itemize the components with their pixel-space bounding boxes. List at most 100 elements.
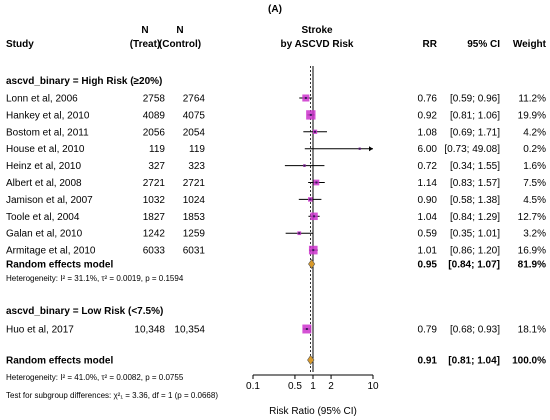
- study-label: Galan et al, 2010: [6, 229, 83, 240]
- summary-label: Random effects model: [6, 260, 113, 271]
- ci-value: [0.58; 1.38]: [450, 195, 500, 206]
- study-label: Albert et al, 2008: [6, 178, 82, 189]
- study-point: [298, 232, 301, 235]
- weight-value: 1.6%: [523, 161, 546, 172]
- n-treat-value: 2056: [143, 127, 166, 138]
- weight-value: 16.9%: [518, 246, 546, 257]
- rr-value: 0.79: [418, 325, 438, 336]
- ci-value: [0.81; 1.06]: [450, 110, 500, 121]
- summary-ci: [0.81; 1.04]: [448, 356, 500, 367]
- ci-value: [0.69; 1.71]: [450, 127, 500, 138]
- subgroup-test: Test for subgroup differences: χ²₁ = 3.3…: [6, 391, 218, 400]
- n-treat-value: 327: [148, 161, 165, 172]
- header-rr: RR: [423, 39, 438, 50]
- header-plot-title: Stroke: [301, 25, 333, 36]
- n-treat-value: 1827: [143, 212, 166, 223]
- study-point: [315, 181, 318, 184]
- weight-value: 0.2%: [523, 144, 546, 155]
- study-point: [304, 97, 307, 99]
- panel-label: (A): [268, 4, 282, 15]
- header-n-treat: N: [141, 25, 148, 36]
- ci-value: [0.59; 0.96]: [450, 94, 500, 105]
- ci-value: [0.34; 1.55]: [450, 161, 500, 172]
- n-treat-value: 4089: [143, 110, 166, 121]
- n-control-value: 119: [189, 144, 205, 155]
- header-weight: Weight: [513, 39, 547, 50]
- study-label: Toole et al, 2004: [6, 212, 80, 223]
- summary-label: Random effects model: [6, 356, 113, 367]
- study-point: [314, 130, 317, 133]
- study-label: Hankey et al, 2010: [6, 110, 90, 121]
- summary-diamond: [307, 354, 315, 366]
- ci-value: [0.86; 1.20]: [450, 246, 500, 257]
- weight-value: 4.2%: [523, 127, 546, 138]
- rr-value: 0.92: [418, 110, 438, 121]
- header-study: Study: [6, 39, 34, 50]
- x-axis-tick-label: 0.1: [246, 381, 260, 392]
- rr-value: 1.14: [418, 178, 438, 189]
- header-n-control: N: [176, 25, 183, 36]
- header-control: (Control): [159, 39, 201, 50]
- n-treat-value: 1242: [143, 229, 166, 240]
- rr-value: 6.00: [418, 144, 438, 155]
- subgroup-label-high-risk: ascvd_binary = High Risk (≥20%): [6, 76, 162, 87]
- header-ci: 95% CI: [467, 39, 500, 50]
- n-control-value: 2054: [183, 127, 206, 138]
- summary-ci: [0.84; 1.07]: [448, 260, 500, 271]
- x-axis-label: Risk Ratio (95% CI): [269, 406, 357, 417]
- weight-value: 11.2%: [518, 94, 546, 105]
- study-label: Armitage et al, 2010: [6, 246, 96, 257]
- n-control-value: 1024: [183, 195, 206, 206]
- n-control-value: 4075: [183, 110, 206, 121]
- summary-rr: 0.95: [418, 260, 438, 271]
- ci-value: [0.83; 1.57]: [450, 178, 500, 189]
- weight-value: 19.9%: [518, 110, 546, 121]
- n-control-value: 2764: [183, 94, 206, 105]
- rr-value: 1.08: [418, 127, 438, 138]
- weight-value: 3.2%: [523, 229, 546, 240]
- summary-diamond: [308, 258, 316, 270]
- n-control-value: 2721: [183, 178, 206, 189]
- summary-weight: 100.0%: [512, 356, 546, 367]
- ci-value: [0.84; 1.29]: [450, 212, 500, 223]
- study-point: [312, 249, 315, 252]
- n-control-value: 6031: [183, 246, 206, 257]
- header-treat: (Treat): [130, 39, 161, 50]
- rr-value: 1.04: [418, 212, 438, 223]
- n-control-value: 1259: [183, 229, 206, 240]
- n-treat-value: 2721: [143, 178, 166, 189]
- weight-value: 18.1%: [518, 325, 546, 336]
- n-treat-value: 1032: [143, 195, 166, 206]
- ci-arrow: [369, 146, 373, 152]
- rr-value: 0.59: [418, 229, 438, 240]
- study-label: Heinz et al, 2010: [6, 161, 81, 172]
- weight-value: 7.5%: [523, 178, 546, 189]
- weight-value: 12.7%: [518, 212, 546, 223]
- x-axis-tick-label: 2: [328, 381, 334, 392]
- header-plot-subtitle: by ASCVD Risk: [281, 39, 354, 50]
- ci-value: [0.73; 49.08]: [444, 144, 500, 155]
- study-point: [313, 215, 316, 218]
- study-label: House et al, 2010: [6, 144, 85, 155]
- study-point: [309, 113, 312, 116]
- study-point: [303, 164, 306, 167]
- n-control-value: 10,354: [174, 325, 205, 336]
- study-point: [358, 147, 361, 150]
- rr-value: 0.90: [418, 195, 438, 206]
- n-treat-value: 2758: [143, 94, 166, 105]
- heterogeneity-high-risk: Heterogeneity: I² = 31.1%, τ² = 0.0019, …: [6, 274, 184, 283]
- x-axis-tick-label: 1: [310, 381, 316, 392]
- study-label: Bostom et al, 2011: [6, 127, 89, 138]
- heterogeneity-overall: Heterogeneity: I² = 41.0%, τ² = 0.0082, …: [6, 373, 184, 382]
- summary-rr: 0.91: [418, 356, 438, 367]
- study-label: Huo et al, 2017: [6, 325, 74, 336]
- study-label: Jamison et al, 2007: [6, 195, 93, 206]
- ci-value: [0.35; 1.01]: [450, 229, 500, 240]
- study-label: Lonn et al, 2006: [6, 94, 78, 105]
- n-treat-value: 119: [149, 144, 165, 155]
- ci-value: [0.68; 0.93]: [450, 325, 500, 336]
- n-treat-value: 10,348: [134, 325, 165, 336]
- n-control-value: 1853: [183, 212, 206, 223]
- n-control-value: 323: [188, 161, 205, 172]
